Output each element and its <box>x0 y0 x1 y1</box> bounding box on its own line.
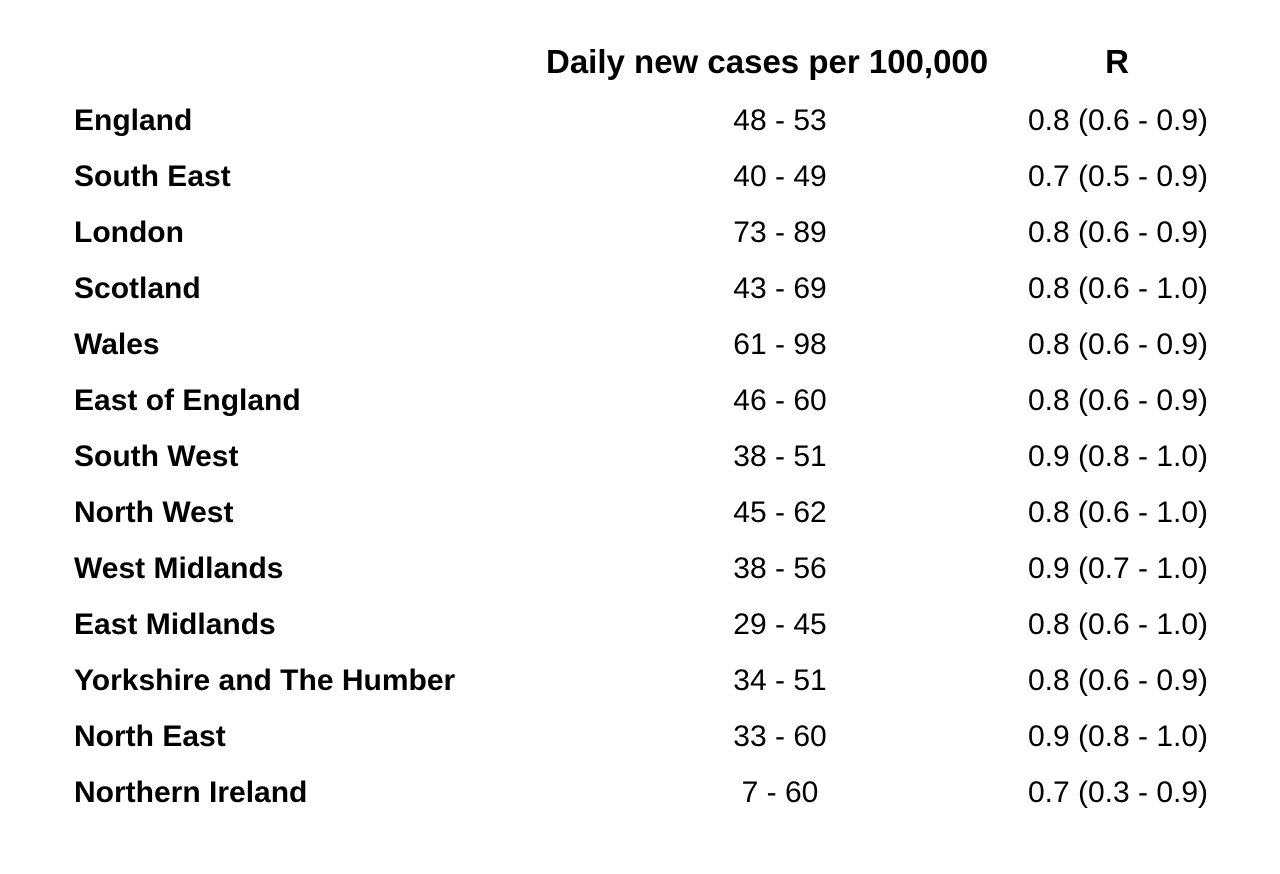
cases-cell: 61 - 98 <box>733 328 827 361</box>
region-cell: South West <box>74 440 239 473</box>
region-cell: West Midlands <box>74 552 284 585</box>
region-cell: Northern Ireland <box>74 776 308 809</box>
r-cell: 0.7 (0.5 - 0.9) <box>1027 160 1209 193</box>
table-row: North East 33 - 60 0.9 (0.8 - 1.0) <box>0 715 1280 771</box>
cases-cell: 33 - 60 <box>733 720 827 753</box>
cases-cell: 46 - 60 <box>733 384 827 417</box>
table-row: South East 40 - 49 0.7 (0.5 - 0.9) <box>0 155 1280 211</box>
r-cell: 0.8 (0.6 - 1.0) <box>1027 496 1209 529</box>
table-row: North West 45 - 62 0.8 (0.6 - 1.0) <box>0 491 1280 547</box>
cases-cell: 73 - 89 <box>733 216 827 249</box>
region-cell: England <box>74 104 193 137</box>
table-row: East of England 46 - 60 0.8 (0.6 - 0.9) <box>0 379 1280 435</box>
r-cell: 0.9 (0.8 - 1.0) <box>1027 440 1209 473</box>
table-row: Yorkshire and The Humber 34 - 51 0.8 (0.… <box>0 659 1280 715</box>
table-row: Northern Ireland 7 - 60 0.7 (0.3 - 0.9) <box>0 771 1280 827</box>
cases-cell: 48 - 53 <box>733 104 827 137</box>
table-row: England 48 - 53 0.8 (0.6 - 0.9) <box>0 99 1280 155</box>
r-cell: 0.8 (0.6 - 0.9) <box>1027 328 1209 361</box>
table-row: London 73 - 89 0.8 (0.6 - 0.9) <box>0 211 1280 267</box>
table-row: West Midlands 38 - 56 0.9 (0.7 - 1.0) <box>0 547 1280 603</box>
r-cell: 0.8 (0.6 - 1.0) <box>1027 272 1209 305</box>
region-cell: Scotland <box>74 272 201 305</box>
cases-cell: 29 - 45 <box>733 608 827 641</box>
cases-cell: 7 - 60 <box>741 776 819 809</box>
region-cell: London <box>74 216 184 249</box>
cases-cell: 40 - 49 <box>733 160 827 193</box>
region-cell: East Midlands <box>74 608 276 641</box>
r-cell: 0.8 (0.6 - 0.9) <box>1027 664 1209 697</box>
r-cell: 0.9 (0.8 - 1.0) <box>1027 720 1209 753</box>
table-row: East Midlands 29 - 45 0.8 (0.6 - 1.0) <box>0 603 1280 659</box>
cases-cell: 34 - 51 <box>733 664 827 697</box>
table-row: Scotland 43 - 69 0.8 (0.6 - 1.0) <box>0 267 1280 323</box>
region-cell: South East <box>74 160 231 193</box>
table-row: South West 38 - 51 0.9 (0.8 - 1.0) <box>0 435 1280 491</box>
r-cell: 0.8 (0.6 - 0.9) <box>1027 384 1209 417</box>
r-cell: 0.8 (0.6 - 1.0) <box>1027 608 1209 641</box>
r-cell: 0.9 (0.7 - 1.0) <box>1027 552 1209 585</box>
r-column-header: R <box>1105 43 1129 80</box>
cases-cell: 38 - 56 <box>733 552 827 585</box>
r-cell: 0.7 (0.3 - 0.9) <box>1027 776 1209 809</box>
cases-cell: 45 - 62 <box>733 496 827 529</box>
cases-cell: 43 - 69 <box>733 272 827 305</box>
table-header-row: Daily new cases per 100,000 R <box>0 40 1280 84</box>
table-row: Wales 61 - 98 0.8 (0.6 - 0.9) <box>0 323 1280 379</box>
region-cell: Yorkshire and The Humber <box>74 664 456 697</box>
region-cell: Wales <box>74 328 160 361</box>
r-cell: 0.8 (0.6 - 0.9) <box>1027 216 1209 249</box>
table-body: England 48 - 53 0.8 (0.6 - 0.9) South Ea… <box>0 99 1280 827</box>
cases-column-header: Daily new cases per 100,000 <box>546 43 989 80</box>
region-cell: East of England <box>74 384 301 417</box>
r-cell: 0.8 (0.6 - 0.9) <box>1027 104 1209 137</box>
region-cell: North East <box>74 720 226 753</box>
cases-cell: 38 - 51 <box>733 440 827 473</box>
region-cell: North West <box>74 496 234 529</box>
